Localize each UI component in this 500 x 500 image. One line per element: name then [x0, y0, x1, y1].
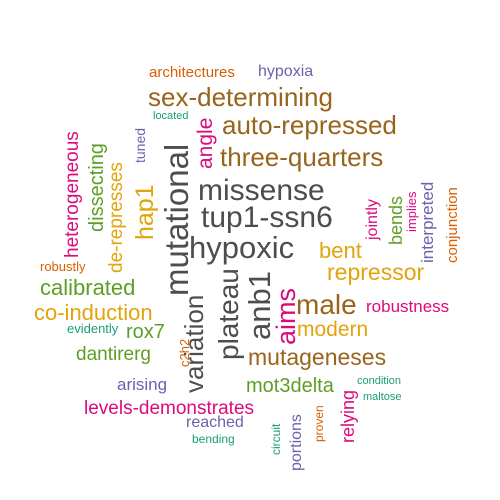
word-rox7: rox7: [126, 321, 165, 343]
word-maltose: maltose: [363, 391, 402, 403]
word-proven: proven: [312, 405, 326, 442]
word-c2h2: c2h2: [177, 338, 192, 367]
word-condition: condition: [357, 375, 402, 387]
word-de-represses: de-represses: [106, 162, 127, 273]
word-aims: aims: [271, 287, 301, 345]
word-evidently: evidently: [67, 321, 119, 336]
word-levels-demonstrates: levels-demonstrates: [84, 398, 255, 419]
word-male: male: [296, 289, 357, 320]
word-arising: arising: [117, 375, 168, 394]
word-mutageneses: mutageneses: [248, 344, 387, 370]
word-angle: angle: [194, 117, 217, 169]
word-reached: reached: [186, 414, 244, 431]
word-bends: bends: [386, 195, 406, 245]
word-tuned: tuned: [132, 127, 148, 163]
word-hypoxic: hypoxic: [189, 230, 295, 265]
word-hap1: hap1: [131, 184, 159, 240]
word-hypoxia: hypoxia: [258, 63, 314, 80]
word-conjunction: conjunction: [444, 187, 461, 263]
word-heterogeneous: heterogeneous: [62, 131, 83, 258]
word-plateau: plateau: [213, 268, 244, 360]
word-tup1-ssn6: tup1-ssn6: [201, 201, 333, 234]
word-architectures: architectures: [149, 64, 235, 81]
word-relying: relying: [338, 389, 358, 443]
word-mot3delta: mot3delta: [246, 375, 334, 397]
word-three-quarters: three-quarters: [220, 142, 384, 172]
word-repressor: repressor: [327, 259, 425, 285]
word-implies: implies: [404, 191, 419, 232]
word-circuit: circuit: [269, 423, 283, 455]
word-auto-repressed: auto-repressed: [222, 110, 397, 140]
word-bent: bent: [319, 238, 362, 263]
word-jointly: jointly: [364, 199, 381, 240]
word-modern: modern: [297, 318, 369, 341]
word-sex-determining: sex-determining: [148, 82, 333, 112]
word-mutational: mutational: [158, 143, 195, 296]
word-bending: bending: [192, 432, 235, 446]
word-located: located: [153, 110, 189, 122]
word-interpreted: interpreted: [418, 181, 437, 263]
word-missense: missense: [198, 174, 325, 207]
word-robustness: robustness: [366, 297, 450, 316]
word-dantirerg: dantirerg: [76, 344, 151, 365]
word-robustly: robustly: [40, 259, 86, 274]
word-co-induction: co-induction: [34, 300, 153, 325]
word-portions: portions: [288, 414, 305, 471]
word-dissecting: dissecting: [86, 143, 108, 232]
word-calibrated: calibrated: [40, 275, 136, 300]
